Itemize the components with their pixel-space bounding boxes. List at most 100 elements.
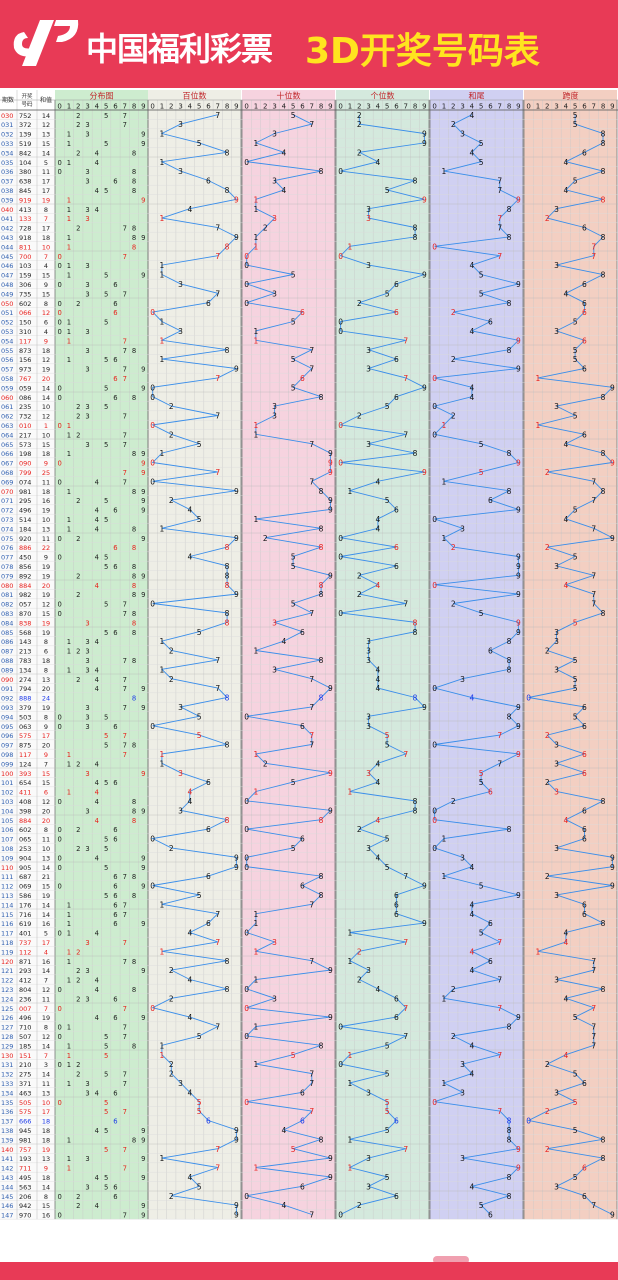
distribution-digit: 6	[113, 873, 117, 881]
sum-cell: 5	[44, 930, 48, 938]
hundreds-point: 1	[160, 759, 165, 768]
span-point: 5	[573, 553, 578, 562]
draw-cell: 134	[19, 666, 31, 674]
hundreds-point: 2	[169, 1192, 174, 1201]
distribution-digit: 4	[95, 1174, 99, 1182]
sum-cell: 13	[42, 525, 50, 533]
distribution-digit: 9	[141, 1202, 145, 1210]
distribution-digit: 6	[113, 1014, 117, 1022]
header-digit: 2	[76, 103, 80, 111]
span-point: 1	[536, 374, 541, 383]
distribution-digit: 0	[57, 854, 61, 862]
sum-cell: 7	[44, 215, 48, 223]
period-cell: 089	[1, 666, 13, 674]
draw-cell: 886	[19, 544, 31, 552]
units-point: 0	[338, 252, 343, 261]
draw-cell: 103	[19, 262, 31, 270]
distribution-digit: 5	[104, 601, 108, 609]
distribution-digit: 3	[85, 131, 89, 139]
hundreds-point: 5	[197, 712, 202, 721]
sum-cell: 14	[42, 384, 50, 392]
sum-cell: 10	[42, 1099, 50, 1107]
distribution-digit: 5	[104, 441, 108, 449]
hundreds-point: 0	[150, 882, 155, 891]
distribution-digit: 8	[132, 168, 136, 176]
span-point: 3	[554, 788, 559, 797]
distribution-digit: 8	[132, 225, 136, 233]
tens-point: 1	[254, 421, 259, 430]
units-point: 5	[385, 741, 390, 750]
units-point: 5	[385, 496, 390, 505]
period-cell: 032	[1, 131, 13, 139]
sum-cell: 7	[44, 253, 48, 261]
draw-cell: 737	[19, 939, 31, 947]
units-point: 5	[385, 731, 390, 740]
period-cell: 122	[1, 977, 13, 985]
hundreds-point: 7	[215, 111, 220, 120]
distribution-digit: 4	[95, 149, 99, 157]
hundreds-point: 2	[169, 675, 174, 684]
sum-cell: 13	[42, 1155, 50, 1163]
tens-point: 5	[291, 355, 296, 364]
distribution-digit: 9	[141, 591, 145, 599]
period-cell: 124	[1, 995, 13, 1003]
span-point: 5	[573, 1070, 578, 1079]
distribution-digit: 7	[123, 1108, 127, 1116]
distribution-digit: 5	[104, 713, 108, 721]
tens-point: 5	[291, 778, 296, 787]
bottom-area	[0, 1236, 618, 1280]
tens-point: 8	[319, 524, 324, 533]
draw-cell: 732	[19, 413, 31, 421]
period-cell: 111	[1, 873, 13, 881]
distribution-digit: 1	[67, 638, 71, 646]
tens-point: 1	[254, 233, 259, 242]
units-point: 7	[403, 374, 408, 383]
span-point: 1	[536, 947, 541, 956]
sum-tail-point: 1	[442, 1079, 447, 1088]
draw-cell: 463	[19, 1089, 31, 1097]
header-digit: 8	[225, 103, 229, 111]
period-cell: 082	[1, 601, 13, 609]
period-cell: 087	[1, 648, 13, 656]
sum-cell: 14	[42, 112, 50, 120]
units-point: 6	[394, 308, 399, 317]
period-cell: 088	[1, 657, 13, 665]
period-cell: 041	[1, 215, 13, 223]
sum-tail-point: 8	[507, 1135, 512, 1144]
tens-point: 9	[328, 449, 333, 458]
distribution-digit: 8	[132, 347, 136, 355]
period-cell: 035	[1, 159, 13, 167]
distribution-digit: 9	[141, 131, 145, 139]
hundreds-point: 9	[234, 1201, 239, 1210]
distribution-digit: 4	[95, 478, 99, 486]
span-point: 6	[582, 835, 587, 844]
distribution-digit: 0	[57, 422, 61, 430]
distribution-digit: 4	[95, 507, 99, 515]
distribution-digit: 8	[132, 149, 136, 157]
draw-cell: 184	[19, 525, 31, 533]
hundreds-point: 9	[234, 590, 239, 599]
sum-cell: 6	[44, 789, 48, 797]
hundreds-point: 1	[160, 524, 165, 533]
distribution-digit: 4	[95, 638, 99, 646]
period-cell: 093	[1, 704, 13, 712]
span-point: 9	[610, 863, 615, 872]
period-cell: 133	[1, 1080, 13, 1088]
sum-tail-point: 4	[469, 947, 474, 956]
tens-point: 5	[291, 1051, 296, 1060]
period-cell: 113	[1, 892, 13, 900]
draw-cell: 293	[19, 967, 31, 975]
units-point: 1	[348, 1164, 353, 1173]
header-digit: 3	[178, 103, 182, 111]
header-digit: 6	[206, 103, 211, 111]
distribution-digit: 4	[95, 159, 99, 167]
period-cell: 123	[1, 986, 13, 994]
distribution-digit: 9	[141, 497, 145, 505]
sum-tail-point: 4	[469, 910, 474, 919]
draw-cell: 856	[19, 563, 31, 571]
units-point: 4	[375, 675, 380, 684]
tens-point: 1	[254, 750, 259, 759]
distribution-digit: 0	[57, 1033, 61, 1041]
tens-point: 3	[272, 665, 277, 674]
hundreds-point: 9	[234, 534, 239, 543]
